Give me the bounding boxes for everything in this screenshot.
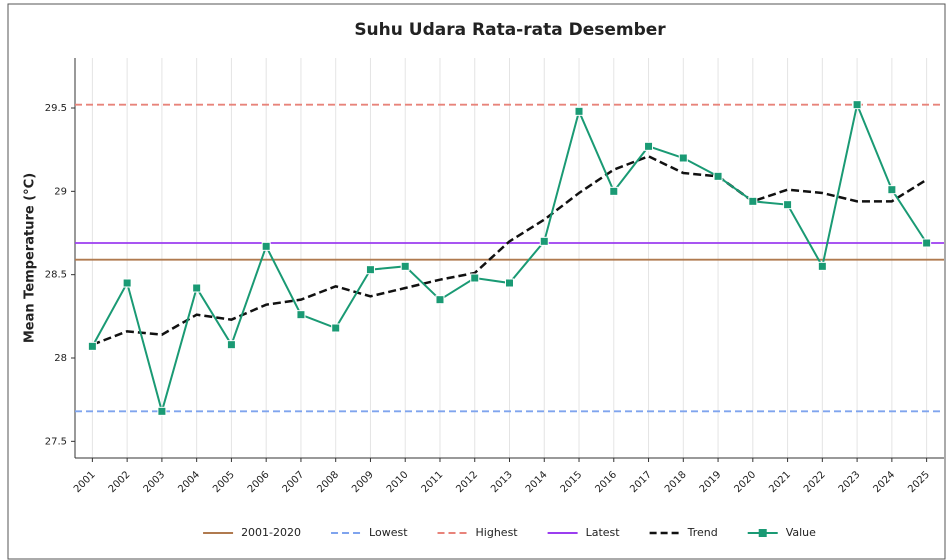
point: [817, 261, 827, 271]
x-tick-label: 2011: [420, 469, 446, 495]
point: [852, 100, 862, 110]
point: [331, 323, 341, 333]
y-axis-label: Mean Temperature (°C): [23, 173, 38, 343]
legend-label: 2001-2020: [241, 526, 301, 539]
point: [87, 341, 97, 351]
point: [157, 406, 167, 416]
point: [261, 241, 271, 251]
x-tick-label: 2010: [385, 469, 411, 495]
y-tick-label: 27.5: [45, 436, 67, 447]
x-tick-label: 2020: [732, 469, 758, 495]
x-tick-label: 2015: [559, 469, 585, 495]
point: [887, 185, 897, 195]
point: [713, 171, 723, 181]
x-tick-label: 2006: [246, 469, 272, 495]
x-tick-label: 2022: [802, 469, 828, 495]
frame: [7, 3, 946, 560]
x-tick-label: 2017: [628, 469, 654, 495]
point: [609, 186, 619, 196]
x-tick-label: 2008: [315, 469, 341, 495]
x-tick-label: 2019: [698, 469, 724, 495]
point: [296, 310, 306, 320]
point: [539, 236, 549, 246]
chart-title: Suhu Udara Rata-rata Desember: [354, 20, 666, 40]
point: [922, 238, 932, 248]
point: [226, 340, 236, 350]
legend-label: Trend: [687, 526, 718, 539]
legend: 2001-2020 Lowest Highest Latest Trend Value: [203, 526, 816, 539]
x-tick-label: 2001: [72, 469, 98, 495]
legend-label: Value: [786, 526, 816, 539]
y-tick-label: 28.5: [45, 270, 67, 281]
legend-label: Latest: [586, 526, 621, 539]
point: [122, 278, 132, 288]
legend-label: Lowest: [369, 526, 408, 539]
x-tick-label: 2018: [663, 469, 689, 495]
x-tick-label: 2009: [350, 469, 376, 495]
point: [678, 153, 688, 163]
x-tick-label: 2021: [767, 469, 793, 495]
point: [574, 106, 584, 116]
point: [435, 295, 445, 305]
point: [400, 261, 410, 271]
x-tick-label: 2005: [211, 469, 237, 495]
point: [505, 278, 514, 288]
y-tick-label: 29: [54, 186, 67, 197]
x-tick-label: 2002: [107, 469, 133, 495]
point: [365, 265, 375, 275]
x-tick-label: 2023: [837, 469, 863, 495]
x-tick-label: 2025: [906, 469, 932, 495]
x-tick-label: 2012: [454, 469, 480, 495]
x-tick-label: 2003: [142, 469, 168, 495]
point: [748, 196, 758, 206]
x-tick-label: 2007: [281, 469, 307, 495]
x-tick-label: 2014: [524, 469, 550, 495]
legend-label: Highest: [476, 526, 519, 539]
point: [644, 141, 654, 151]
series-line: [91, 154, 928, 346]
point: [470, 273, 480, 283]
point: [783, 200, 793, 210]
y-tick-label: 28: [54, 353, 67, 364]
x-tick-label: 2024: [871, 469, 897, 495]
point: [192, 283, 202, 293]
legend-marker: [758, 529, 767, 537]
x-tick-label: 2004: [176, 469, 202, 495]
y-tick-label: 29.5: [45, 103, 67, 114]
x-tick-label: 2013: [489, 469, 515, 495]
x-tick-label: 2016: [593, 469, 619, 495]
